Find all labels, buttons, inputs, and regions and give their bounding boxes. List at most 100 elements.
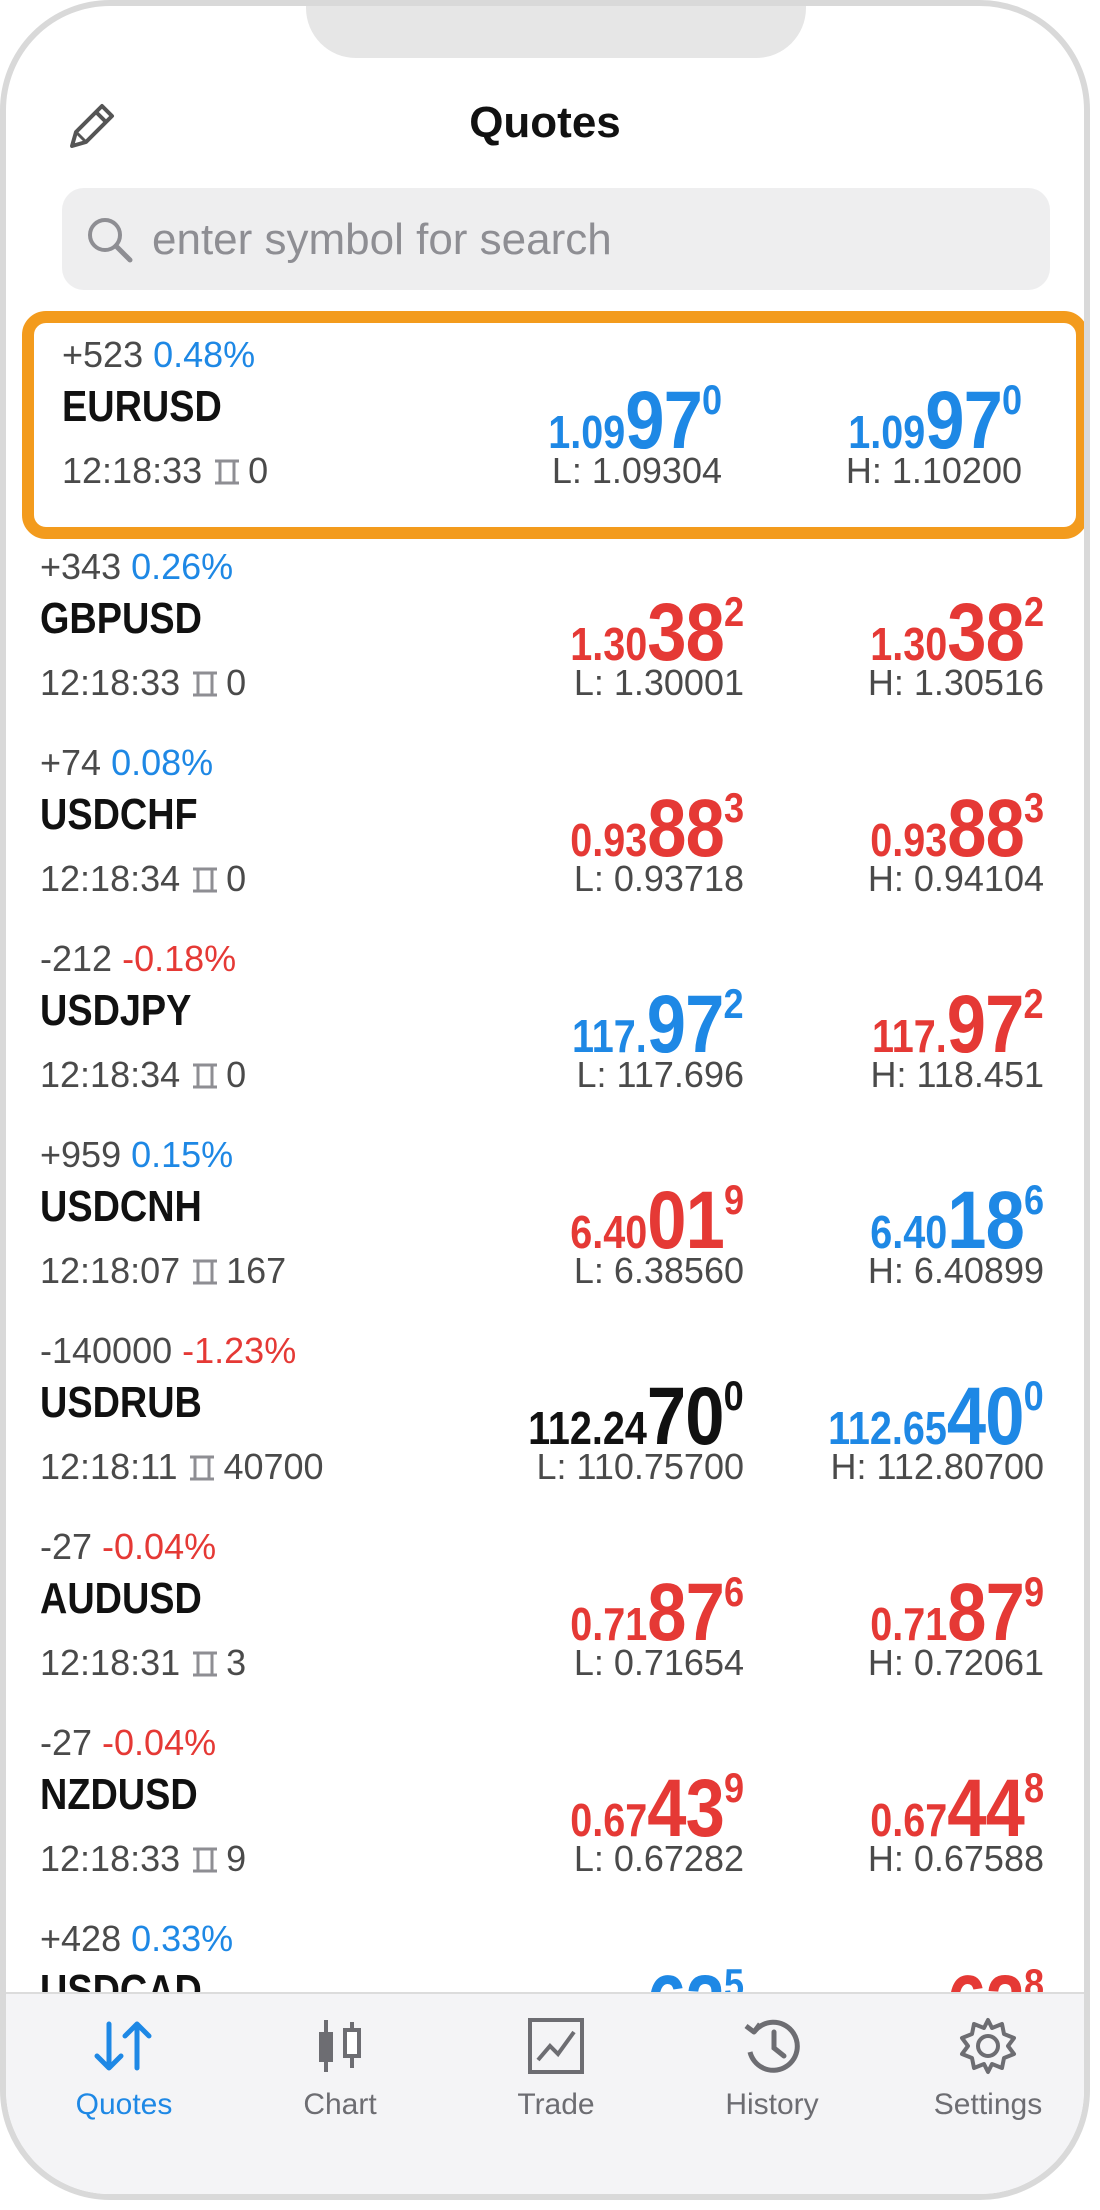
ask-price-fraction: 0	[1001, 376, 1022, 423]
quote-row[interactable]: -27 -0.04% NZDUSD 12:18:33 9 0.67439 0.67448 L…	[6, 1702, 1084, 1898]
ask-price-prefix: 0.93	[870, 814, 948, 866]
ask-price[interactable]: 0.67448	[870, 1762, 1044, 1856]
tab-history[interactable]: History	[672, 2016, 872, 2122]
ask-price-fraction: 3	[1023, 784, 1044, 831]
change-points: +959	[40, 1134, 122, 1175]
bid-price[interactable]: 117.972	[572, 978, 744, 1072]
tab-trade[interactable]: Trade	[456, 2016, 656, 2122]
ask-price[interactable]: 112.65400	[828, 1370, 1044, 1464]
change-points: -140000	[40, 1330, 173, 1371]
bid-price-prefix: 112.24	[528, 1402, 648, 1454]
bid-price-pips: 43	[647, 1763, 725, 1854]
spread-value: 9	[226, 1838, 247, 1879]
edit-button[interactable]	[62, 96, 122, 156]
symbol-name: AUDUSD	[40, 1574, 202, 1623]
quote-row[interactable]: +74 0.08% USDCHF 12:18:34 0 0.93883 0.93883 L:…	[6, 722, 1084, 918]
quote-time-line: 12:18:07 167	[40, 1250, 286, 1292]
quote-time: 12:18:33	[62, 450, 203, 491]
change-line: +343 0.26%	[40, 546, 233, 588]
change-points: +74	[40, 742, 102, 783]
bid-price-fraction: 0	[701, 376, 722, 423]
ask-price[interactable]: 1.09970	[848, 374, 1022, 468]
bid-price-pips: 97	[625, 375, 703, 466]
change-percent: 0.26%	[131, 546, 234, 587]
quote-row[interactable]: -140000 -1.23% USDRUB 12:18:11 40700 112.247…	[6, 1310, 1084, 1506]
ask-price-prefix: 6.40	[870, 1206, 948, 1258]
change-line: +523 0.48%	[62, 334, 255, 376]
bid-price-fraction: 3	[723, 784, 744, 831]
bid-price[interactable]: 1.09970	[548, 374, 722, 468]
tab-label: Quotes	[75, 2088, 173, 2121]
tab-bar: Quotes Chart Trade History	[6, 1992, 1084, 2194]
trade-chart-icon	[528, 2018, 584, 2074]
symbol-name: USDCHF	[40, 790, 198, 839]
symbol-name: GBPUSD	[40, 594, 202, 643]
quote-row[interactable]: -27 -0.04% AUDUSD 12:18:31 3 0.71876 0.71879 L…	[6, 1506, 1084, 1702]
low-price: L: 1.30001	[573, 662, 744, 703]
bid-price-fraction: 6	[723, 1568, 744, 1615]
tab-label: Trade	[517, 2088, 595, 2121]
symbol-name: NZDUSD	[40, 1770, 198, 1819]
ask-price-prefix: 0.71	[870, 1598, 948, 1650]
ask-price[interactable]: 0.93883	[870, 782, 1044, 876]
change-percent: 0.33%	[131, 1918, 234, 1959]
spread-icon	[193, 1259, 218, 1285]
ask-price[interactable]: 6.40186	[870, 1174, 1044, 1268]
ask-price-fraction: 2	[1023, 980, 1044, 1027]
bid-price-prefix: 117.	[572, 1010, 648, 1062]
tab-settings[interactable]: Settings	[888, 2016, 1084, 2122]
quote-row[interactable]: +959 0.15% USDCNH 12:18:07 167 6.40019 6.4018…	[6, 1114, 1084, 1310]
change-percent: -0.04%	[102, 1722, 217, 1763]
ask-price-pips: 87	[947, 1567, 1025, 1658]
change-points: +428	[40, 1918, 122, 1959]
ask-price-prefix: 117.	[872, 1010, 948, 1062]
change-points: -27	[40, 1722, 93, 1763]
ask-price-fraction: 9	[1023, 1568, 1044, 1615]
symbol-name: USDCNH	[40, 1182, 202, 1231]
search-icon	[88, 218, 133, 263]
quote-row[interactable]: +343 0.26% GBPUSD 12:18:33 0 1.30382 1.30382 L…	[6, 526, 1084, 722]
spread-value: 0	[248, 450, 269, 491]
change-points: -212	[40, 938, 113, 979]
bid-price-pips: 88	[647, 783, 725, 874]
ask-price-pips: 38	[947, 587, 1025, 678]
bid-price[interactable]: 0.71876	[570, 1566, 744, 1660]
bid-price[interactable]: 6.40019	[570, 1174, 744, 1268]
page-title: Quotes	[469, 98, 621, 147]
bid-price[interactable]: 0.67439	[570, 1762, 744, 1856]
low-price: L: 117.696	[576, 1054, 744, 1095]
bid-price-pips: 70	[647, 1371, 725, 1462]
bid-price[interactable]: 0.93883	[570, 782, 744, 876]
low-price: L: 1.09304	[551, 450, 722, 491]
ask-price[interactable]: 1.30382	[870, 586, 1044, 680]
ask-price[interactable]: 0.71879	[870, 1566, 1044, 1660]
search-input[interactable]	[150, 204, 1014, 276]
bid-price-prefix: 0.67	[570, 1794, 648, 1846]
ask-price[interactable]: 117.972	[872, 978, 1044, 1072]
tab-quotes[interactable]: Quotes	[24, 2016, 224, 2122]
bid-price[interactable]: 1.30382	[570, 586, 744, 680]
spread-icon	[193, 1651, 218, 1677]
spread-value: 0	[226, 662, 247, 703]
quote-time: 12:18:34	[40, 1054, 181, 1095]
spread-value: 167	[226, 1250, 287, 1291]
quote-time-line: 12:18:34 0	[40, 1054, 246, 1096]
change-points: +523	[62, 334, 144, 375]
tab-chart[interactable]: Chart	[240, 2016, 440, 2122]
change-percent: 0.15%	[131, 1134, 234, 1175]
quote-time: 12:18:31	[40, 1642, 181, 1683]
ask-price-prefix: 1.30	[870, 618, 948, 670]
bid-price[interactable]: 112.24700	[528, 1370, 744, 1464]
spread-value: 40700	[223, 1446, 324, 1487]
ask-price-pips: 44	[947, 1763, 1025, 1854]
search-bar[interactable]	[62, 188, 1050, 290]
notch	[306, 6, 806, 58]
high-price: H: 0.72061	[867, 1642, 1044, 1683]
change-line: -212 -0.18%	[40, 938, 236, 980]
spread-icon	[193, 671, 218, 697]
high-price: H: 1.10200	[845, 450, 1022, 491]
quote-row[interactable]: -212 -0.18% USDJPY 12:18:34 0 117.972 117.972…	[6, 918, 1084, 1114]
symbol-name: USDRUB	[40, 1378, 202, 1427]
bid-price-prefix: 1.09	[548, 406, 626, 458]
quote-row[interactable]: +523 0.48% EURUSD 12:18:33 0 1.09970 1.09970 L…	[28, 314, 1062, 526]
